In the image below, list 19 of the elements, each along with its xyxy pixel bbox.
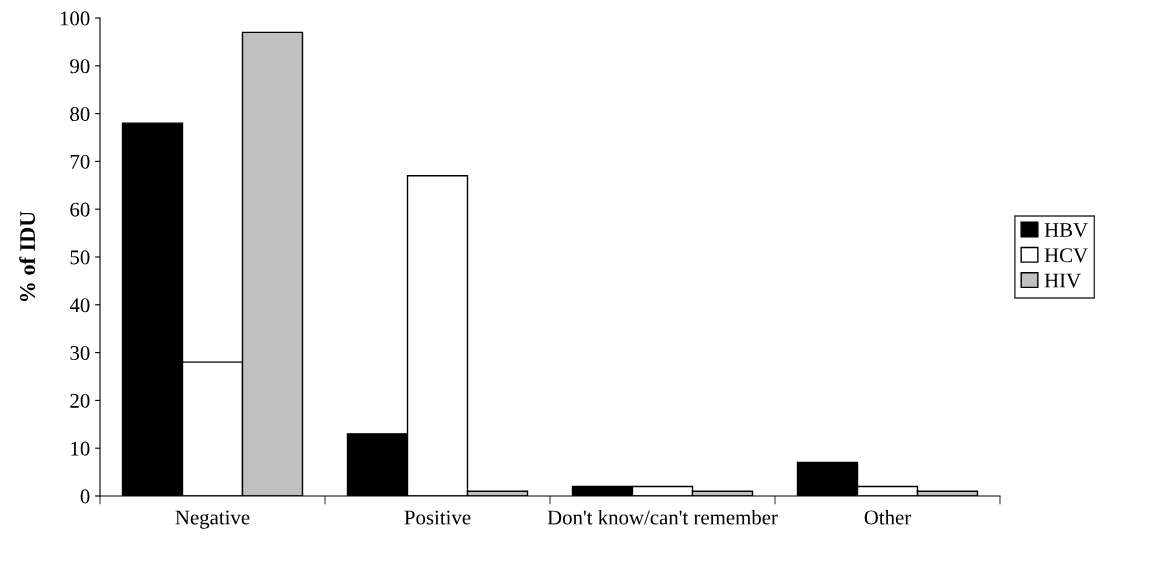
legend-label: HCV <box>1044 248 1088 263</box>
y-tick-label: 10 <box>71 441 90 456</box>
y-tick-label: 90 <box>70 59 90 74</box>
y-axis-title: % of IDU <box>19 211 36 302</box>
y-tick-label: 30 <box>70 345 90 361</box>
x-tick-label: Other <box>864 509 912 525</box>
y-tick-label: 80 <box>70 106 90 122</box>
legend-label: HBV <box>1044 223 1088 238</box>
y-tick-label: 70 <box>70 154 90 169</box>
legend-label: HIV <box>1044 273 1081 288</box>
x-tick-label: Negative <box>175 510 250 529</box>
y-tick-label: 100 <box>60 11 90 26</box>
x-tick-label: Positive <box>404 510 471 525</box>
y-tick-label: 20 <box>70 393 90 408</box>
y-tick-label: 40 <box>69 298 90 313</box>
x-tick-label: Don't know/can't remember <box>547 509 778 525</box>
y-tick-label: 60 <box>70 202 90 217</box>
y-tick-label: 50 <box>70 250 90 265</box>
y-tick-label: 0 <box>80 489 90 504</box>
